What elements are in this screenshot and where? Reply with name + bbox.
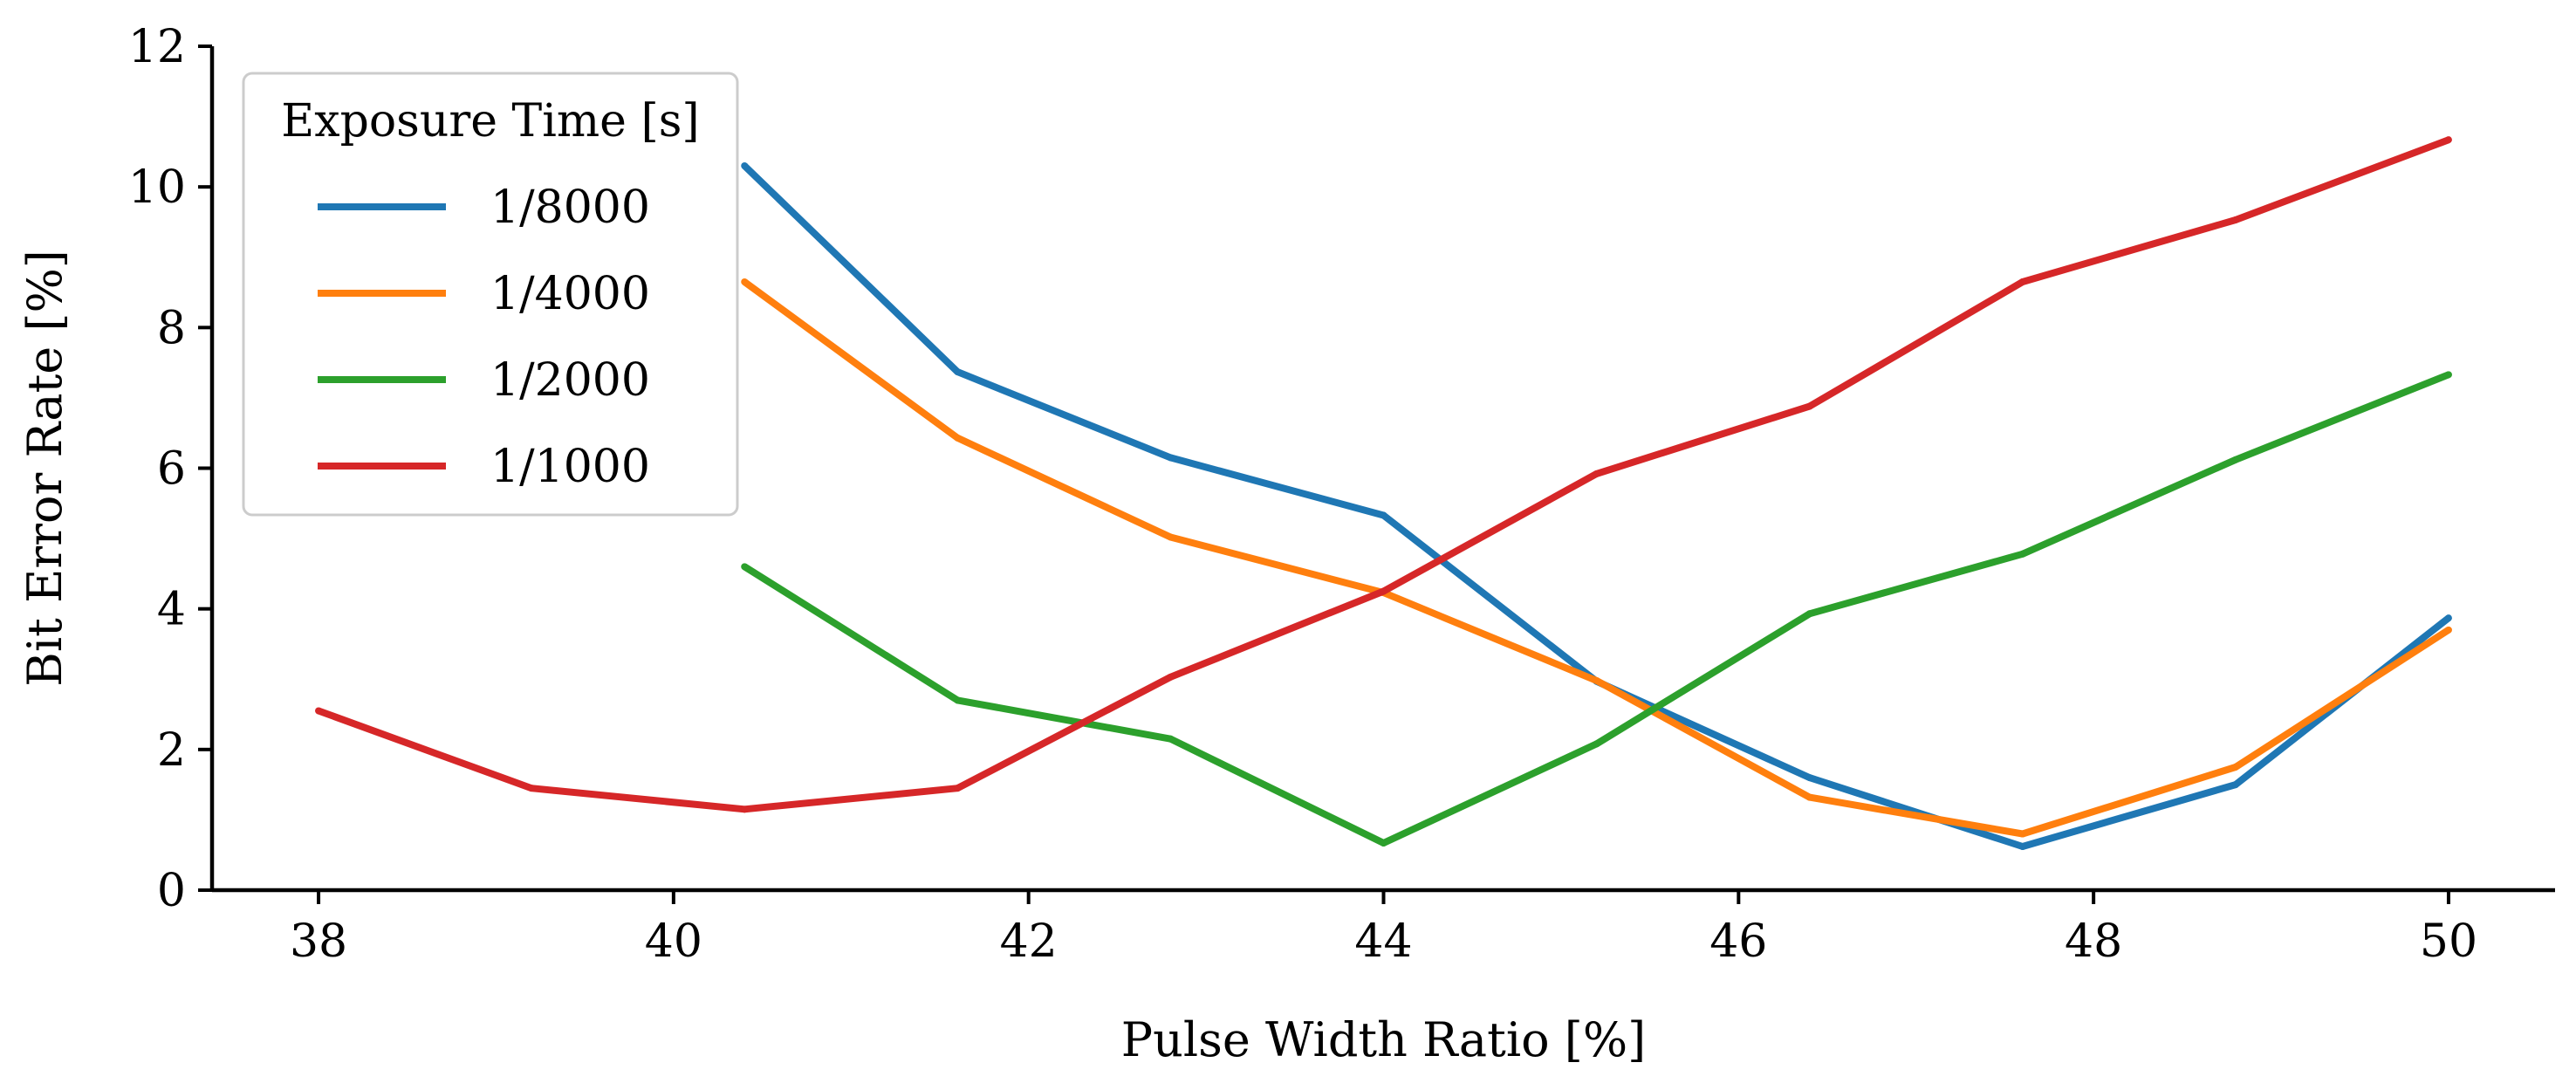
data-point — [1805, 793, 1813, 801]
data-point — [2231, 781, 2239, 789]
series-layer — [315, 136, 2452, 851]
legend-frame — [242, 72, 739, 517]
data-point — [2231, 456, 2239, 463]
data-point — [954, 696, 962, 704]
data-point — [528, 785, 536, 792]
data-point — [741, 806, 749, 813]
data-point — [2444, 371, 2452, 379]
legend-label: 1/4000 — [490, 268, 650, 320]
data-point — [1593, 470, 1600, 477]
x-tick-label: 50 — [2420, 915, 2477, 968]
legend-items: 1/8000 1/4000 1/2000 1/1000 — [318, 182, 650, 493]
y-tick-label: 4 — [157, 584, 186, 636]
y-axis-title: Bit Error Rate [%] — [17, 250, 72, 687]
legend-label: 1/1000 — [490, 441, 650, 493]
y-tick-label: 2 — [157, 724, 186, 777]
data-point — [741, 161, 749, 169]
data-point — [1805, 610, 1813, 618]
data-point — [1593, 676, 1600, 684]
data-point — [1167, 533, 1175, 541]
x-tick-label: 42 — [1000, 915, 1058, 968]
y-ticks: 0 2 4 6 8 10 12 — [128, 21, 212, 917]
data-point — [1167, 454, 1175, 462]
series-line-1-2000 — [743, 371, 2450, 847]
data-point — [1380, 840, 1387, 847]
data-point — [2018, 550, 2026, 558]
data-point — [954, 368, 962, 376]
data-point — [2444, 136, 2452, 144]
x-tick-label: 46 — [1709, 915, 1767, 968]
y-tick-label: 10 — [128, 161, 186, 214]
x-tick-label: 38 — [290, 915, 347, 968]
x-tick-label: 40 — [645, 915, 702, 968]
y-tick-label: 6 — [157, 443, 186, 496]
data-point — [2018, 278, 2026, 285]
data-point — [741, 278, 749, 285]
y-tick-label: 12 — [128, 21, 186, 73]
data-point — [2231, 216, 2239, 224]
legend-title: Exposure Time [s] — [281, 95, 699, 147]
data-point — [741, 563, 749, 571]
data-point — [1805, 402, 1813, 410]
data-point — [1805, 774, 1813, 782]
data-point — [2018, 843, 2026, 851]
x-axis-title: Pulse Width Ratio [%] — [1121, 1012, 1646, 1067]
y-tick-label: 0 — [157, 865, 186, 917]
data-point — [2018, 830, 2026, 838]
series-line-1-4000 — [742, 278, 2451, 838]
legend-label: 1/2000 — [490, 354, 650, 407]
data-point — [1167, 673, 1175, 681]
legend-label: 1/8000 — [490, 182, 650, 234]
data-point — [315, 707, 323, 715]
data-point — [1593, 740, 1600, 748]
x-tick-label: 48 — [2065, 915, 2122, 968]
legend: Exposure Time [s] 1/8000 1/4000 1/2000 1/10… — [242, 72, 739, 517]
data-point — [2444, 614, 2452, 622]
x-tick-label: 44 — [1354, 915, 1412, 968]
data-point — [954, 785, 962, 792]
data-point — [2444, 626, 2452, 634]
y-tick-label: 8 — [157, 302, 186, 354]
data-point — [1380, 587, 1387, 595]
data-point — [1167, 735, 1175, 743]
x-ticks: 38 40 42 44 46 48 50 — [290, 890, 2477, 968]
data-point — [954, 434, 962, 442]
data-point — [1380, 511, 1387, 519]
data-point — [2231, 763, 2239, 771]
